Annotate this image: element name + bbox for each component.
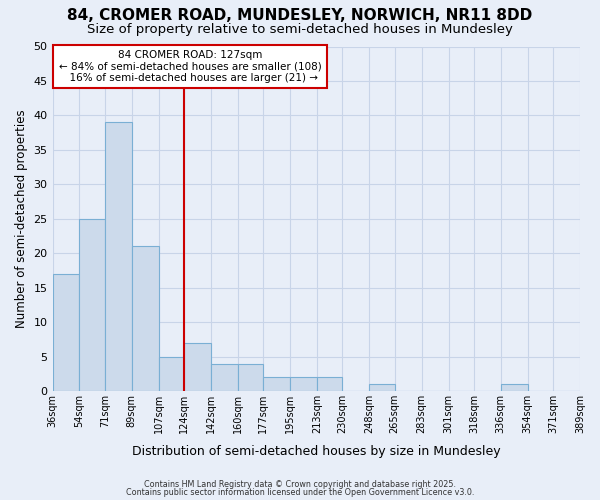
- Bar: [53, 274, 79, 391]
- Text: Contains public sector information licensed under the Open Government Licence v3: Contains public sector information licen…: [126, 488, 474, 497]
- Bar: [501, 384, 528, 391]
- Text: Size of property relative to semi-detached houses in Mundesley: Size of property relative to semi-detach…: [87, 22, 513, 36]
- Y-axis label: Number of semi-detached properties: Number of semi-detached properties: [15, 110, 28, 328]
- Text: Contains HM Land Registry data © Crown copyright and database right 2025.: Contains HM Land Registry data © Crown c…: [144, 480, 456, 489]
- Bar: [238, 364, 263, 391]
- Text: 84 CROMER ROAD: 127sqm
← 84% of semi-detached houses are smaller (108)
  16% of : 84 CROMER ROAD: 127sqm ← 84% of semi-det…: [59, 50, 322, 83]
- Bar: [105, 122, 132, 391]
- Bar: [370, 384, 395, 391]
- Bar: [263, 378, 290, 391]
- Text: 84, CROMER ROAD, MUNDESLEY, NORWICH, NR11 8DD: 84, CROMER ROAD, MUNDESLEY, NORWICH, NR1…: [67, 8, 533, 22]
- Bar: [317, 378, 343, 391]
- Bar: [290, 378, 317, 391]
- Bar: [79, 219, 105, 391]
- X-axis label: Distribution of semi-detached houses by size in Mundesley: Distribution of semi-detached houses by …: [132, 444, 500, 458]
- Bar: [132, 246, 158, 391]
- Bar: [158, 357, 184, 391]
- Bar: [184, 343, 211, 391]
- Bar: [211, 364, 238, 391]
